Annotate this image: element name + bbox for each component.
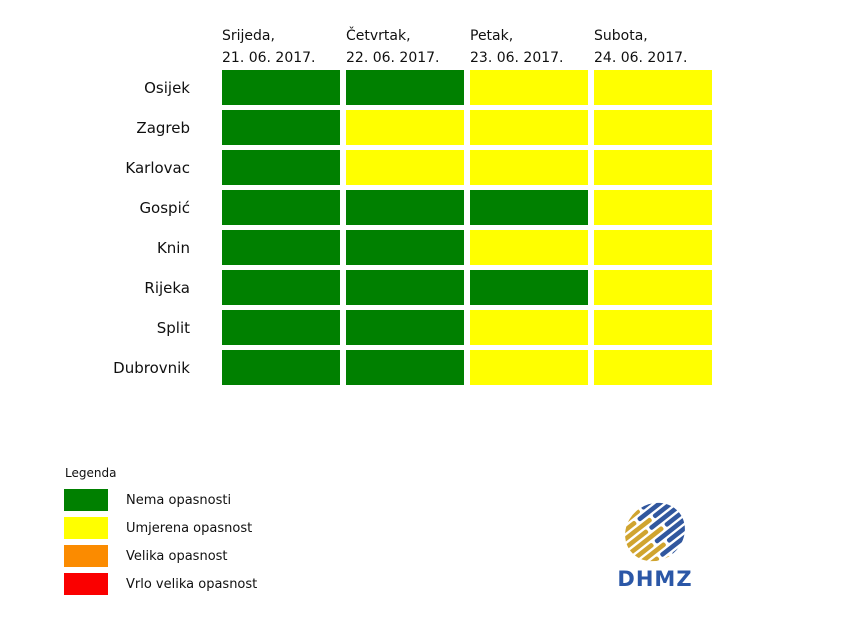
warning-cell [222,110,340,145]
city-label: Zagreb [136,118,190,137]
legend-label: Velika opasnost [126,548,228,564]
warning-cell [594,190,712,225]
dhmz-globe-icon [613,490,697,574]
table-row: Karlovac [0,150,718,185]
warning-cell [222,310,340,345]
warning-cell [346,150,464,185]
warning-cell [222,150,340,185]
city-label: Rijeka [144,278,190,297]
city-label: Osijek [144,78,190,97]
table-row: Rijeka [0,270,718,305]
legend: Legenda Nema opasnosti Umjerena opasnost… [64,466,257,601]
table-row: Knin [0,230,718,265]
warning-cell [470,70,588,105]
dhmz-logo: DHMZ [606,490,704,591]
legend-swatch-yellow [64,517,108,539]
warning-cell [594,70,712,105]
legend-swatch-orange [64,545,108,567]
day-header: Četvrtak, 22. 06. 2017. [346,25,464,69]
legend-title: Legenda [65,466,117,480]
warning-cell [594,230,712,265]
day-name: Srijeda, [222,28,275,44]
warning-grid: Osijek Zagreb Karlovac Gospić Knin Rijek… [0,70,718,390]
warning-cell [594,270,712,305]
legend-swatch-green [64,489,108,511]
day-date: 22. 06. 2017. [346,50,440,66]
city-label: Split [156,318,190,337]
warning-cell [346,110,464,145]
day-date: 23. 06. 2017. [470,50,564,66]
legend-label: Umjerena opasnost [126,520,253,536]
warning-cell [222,270,340,305]
warning-cell [470,110,588,145]
warning-cell [346,70,464,105]
legend-label: Nema opasnosti [126,492,232,508]
warning-cell [222,350,340,385]
warning-cell [470,230,588,265]
warning-cell [594,150,712,185]
legend-label: Vrlo velika opasnost [126,576,258,592]
day-date: 21. 06. 2017. [222,50,316,66]
day-name: Subota, [594,28,648,44]
warning-cell [594,310,712,345]
table-row: Zagreb [0,110,718,145]
warning-cell [222,70,340,105]
day-name: Petak, [470,28,514,44]
warning-cell [470,350,588,385]
city-label: Dubrovnik [113,358,190,377]
warning-cell [594,350,712,385]
legend-item: Velika opasnost [64,545,257,567]
legend-swatch-red [64,573,108,595]
legend-item: Vrlo velika opasnost [64,573,257,595]
table-row: Osijek [0,70,718,105]
warning-cell [346,270,464,305]
warning-cell [346,230,464,265]
warning-cell [346,190,464,225]
warning-cell [470,150,588,185]
day-header: Petak, 23. 06. 2017. [470,25,588,69]
warning-cell [470,190,588,225]
warning-cell [346,350,464,385]
city-label: Gospić [139,198,190,217]
table-row: Gospić [0,190,718,225]
legend-item: Nema opasnosti [64,489,257,511]
table-row: Split [0,310,718,345]
legend-item: Umjerena opasnost [64,517,257,539]
day-header: Subota, 24. 06. 2017. [594,25,712,69]
warning-cell [222,190,340,225]
warning-cell [594,110,712,145]
city-label: Knin [156,238,190,257]
warning-cell [222,230,340,265]
day-name: Četvrtak, [346,28,411,44]
day-header: Srijeda, 21. 06. 2017. [222,25,340,69]
dhmz-logo-text: DHMZ [617,567,693,591]
day-date: 24. 06. 2017. [594,50,688,66]
warning-cell [470,270,588,305]
warning-cell [346,310,464,345]
city-label: Karlovac [125,158,190,177]
warning-cell [470,310,588,345]
day-headers: Srijeda, 21. 06. 2017. Četvrtak, 22. 06.… [222,25,718,69]
table-row: Dubrovnik [0,350,718,385]
